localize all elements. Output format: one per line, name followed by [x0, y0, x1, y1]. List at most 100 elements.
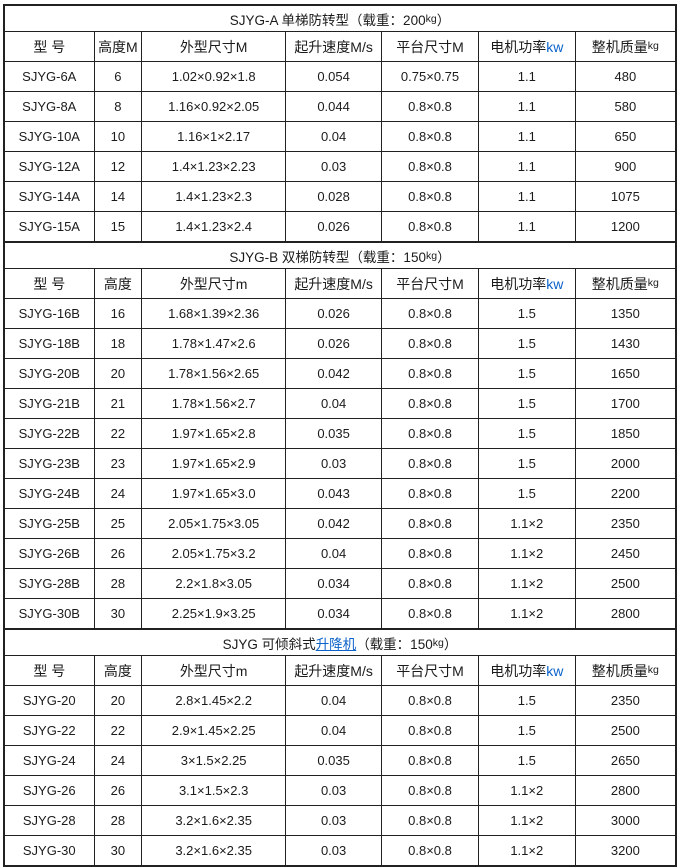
table-row: SJYG-30 30 3.2×1.6×2.35 0.03 0.8×0.8 1.1×2 320…: [3, 835, 677, 867]
table-cell: 1.5: [477, 745, 576, 776]
table-cell: 0.034: [285, 568, 383, 599]
table-cell: 0.8×0.8: [381, 568, 479, 599]
table-row: SJYG-24B 24 1.97×1.65×3.0 0.043 0.8×0.8 1.5 22…: [3, 478, 677, 509]
table-cell: 1850: [574, 418, 677, 449]
table-cell: 2450: [574, 538, 677, 569]
model-cell: SJYG-30: [3, 835, 95, 867]
table-cell: 30: [93, 598, 143, 630]
table-cell: 2500: [574, 715, 677, 746]
table-cell: 2350: [574, 508, 677, 539]
table-cell: 0.8×0.8: [381, 745, 479, 776]
table-cell: 15: [93, 211, 143, 243]
column-unit-label: kg: [647, 276, 659, 289]
column-unit-label: kg: [647, 663, 659, 676]
model-cell: SJYG-26: [3, 775, 95, 806]
column-header: 高度: [93, 268, 143, 299]
table-row: SJYG-28 28 3.2×1.6×2.35 0.03 0.8×0.8 1.1×2 300…: [3, 805, 677, 836]
table-cell: 1.78×1.56×2.65: [141, 358, 287, 389]
column-unit-label: kw: [546, 662, 564, 679]
table-cell: 2.05×1.75×3.05: [141, 508, 287, 539]
column-header-label: 外型尺寸m: [179, 275, 248, 292]
column-header: 起升速度M/s: [285, 31, 383, 62]
table-cell: 0.8×0.8: [381, 418, 479, 449]
section-title-text: （载重：150: [356, 636, 433, 652]
section-title: SJYG-B 双梯防转型（载重：150kg）: [3, 241, 677, 269]
table-cell: 2000: [574, 448, 677, 479]
lift-link[interactable]: 升降机: [315, 636, 357, 652]
table-cell: 0.03: [285, 805, 383, 836]
model-cell: SJYG-22B: [3, 418, 95, 449]
column-header: 平台尺寸M: [381, 655, 479, 686]
table-cell: 3.2×1.6×2.35: [141, 835, 287, 867]
table-cell: 0.04: [285, 715, 383, 746]
table-cell: 1.4×1.23×2.3: [141, 181, 287, 212]
column-header: 整机质量kg: [574, 655, 677, 686]
table-cell: 0.035: [285, 745, 383, 776]
table-cell: 0.026: [285, 328, 383, 359]
table-cell: 0.8×0.8: [381, 211, 479, 243]
table-row: SJYG-30B 30 2.25×1.9×3.25 0.034 0.8×0.8 1.1×2…: [3, 598, 677, 630]
table-cell: 3.1×1.5×2.3: [141, 775, 287, 806]
table-cell: 0.8×0.8: [381, 538, 479, 569]
table-cell: 21: [93, 388, 143, 419]
model-cell: SJYG-24B: [3, 478, 95, 509]
column-header: 电机功率kw: [477, 31, 576, 62]
column-header-label: 外型尺寸m: [179, 662, 248, 679]
column-header-label: 整机质量: [591, 662, 648, 679]
table-cell: 16: [93, 298, 143, 329]
table-cell: 0.8×0.8: [381, 835, 479, 867]
table-cell: 18: [93, 328, 143, 359]
table-cell: 0.043: [285, 478, 383, 509]
table-cell: 0.8×0.8: [381, 448, 479, 479]
table-cell: 12: [93, 151, 143, 182]
column-header: 型 号: [3, 31, 95, 62]
table-cell: 0.75×0.75: [381, 61, 479, 92]
table-cell: 1.1×2: [477, 538, 576, 569]
table-cell: 26: [93, 775, 143, 806]
table-cell: 1.5: [477, 448, 576, 479]
table-cell: 2650: [574, 745, 677, 776]
table-cell: 2.05×1.75×3.2: [141, 538, 287, 569]
model-cell: SJYG-6A: [3, 61, 95, 92]
table-row: SJYG-18B 18 1.78×1.47×2.6 0.026 0.8×0.8 1.5 14…: [3, 328, 677, 359]
table-row: SJYG-26B 26 2.05×1.75×3.2 0.04 0.8×0.8 1.1×2 2…: [3, 538, 677, 569]
weight-unit-label: kg: [432, 636, 444, 649]
table-cell: 1.16×0.92×2.05: [141, 91, 287, 122]
table-cell: 1.1×2: [477, 568, 576, 599]
table-cell: 1.5: [477, 715, 576, 746]
table-cell: 1.97×1.65×2.8: [141, 418, 287, 449]
table-cell: 2.2×1.8×3.05: [141, 568, 287, 599]
table-cell: 0.04: [285, 538, 383, 569]
header-row: 型 号高度 外型尺寸m 起升速度M/s 平台尺寸M 电机功率kw 整机质量kg: [3, 655, 677, 686]
table-cell: 3×1.5×2.25: [141, 745, 287, 776]
table-row: SJYG-20 20 2.8×1.45×2.2 0.04 0.8×0.8 1.5 2350: [3, 685, 677, 716]
column-header-label: 平台尺寸M: [396, 38, 464, 55]
table-cell: 0.03: [285, 448, 383, 479]
column-header: 高度: [93, 655, 143, 686]
table-cell: 0.054: [285, 61, 383, 92]
table-row: SJYG-12A 12 1.4×1.23×2.23 0.03 0.8×0.8 1.1 900: [3, 151, 677, 182]
column-header: 整机质量kg: [574, 268, 677, 299]
table-cell: 1.5: [477, 418, 576, 449]
column-header-label: 型 号: [33, 38, 66, 55]
table-cell: 24: [93, 478, 143, 509]
table-cell: 1.4×1.23×2.23: [141, 151, 287, 182]
table-cell: 0.8×0.8: [381, 478, 479, 509]
column-header-label: 整机质量: [591, 275, 648, 292]
table-cell: 0.035: [285, 418, 383, 449]
table-cell: 10: [93, 121, 143, 152]
table-cell: 1.1×2: [477, 508, 576, 539]
table-row: SJYG-22 22 2.9×1.45×2.25 0.04 0.8×0.8 1.5 2500: [3, 715, 677, 746]
column-unit-label: kw: [546, 275, 564, 292]
table-cell: 2500: [574, 568, 677, 599]
weight-unit-label: kg: [425, 12, 437, 25]
table-row: SJYG-14A 14 1.4×1.23×2.3 0.028 0.8×0.8 1.1 107…: [3, 181, 677, 212]
table-cell: 0.8×0.8: [381, 685, 479, 716]
table-cell: 1.5: [477, 298, 576, 329]
table-cell: 480: [574, 61, 677, 92]
column-header: 平台尺寸M: [381, 268, 479, 299]
table-cell: 0.026: [285, 298, 383, 329]
table-row: SJYG-15A 15 1.4×1.23×2.4 0.026 0.8×0.8 1.1 120…: [3, 211, 677, 243]
section-title-text: ）: [436, 12, 451, 28]
